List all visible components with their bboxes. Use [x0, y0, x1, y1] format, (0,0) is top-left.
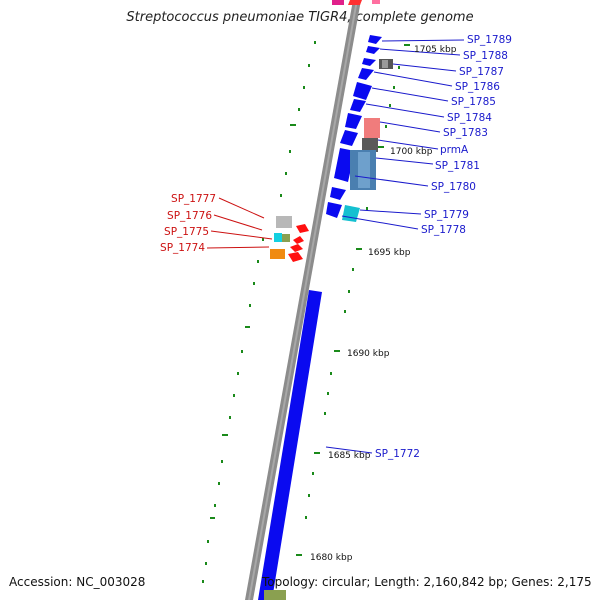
forward-strand-genes [258, 35, 382, 600]
gene-sp-1788 [366, 46, 380, 54]
scale-label: 1685 kbp [328, 451, 371, 461]
top-cut-features [332, 0, 380, 5]
scale-label: 1690 kbp [347, 349, 390, 359]
gene-sp-1785 [353, 82, 372, 100]
gene-label-sp-1772: SP_1772 [375, 448, 420, 460]
gene-label-sp-1777: SP_1777 [171, 193, 216, 205]
gene-label-sp-1774: SP_1774 [160, 242, 205, 254]
scale-label: 1700 kbp [390, 147, 433, 157]
gene-sp-1781 [334, 148, 355, 182]
gene-sp-1777 [276, 216, 292, 228]
reverse-gene-labels: SP_1777 SP_1776 SP_1775 SP_1774 [160, 193, 216, 254]
gene-label-sp-1787: SP_1787 [459, 66, 504, 78]
forward-misc-features [264, 59, 393, 600]
gene-sp-1779 [326, 202, 342, 218]
gene-sp-1787 [362, 58, 376, 66]
gene-sp-1776 [274, 233, 282, 242]
accession-text: Accession: NC_003028 [9, 575, 146, 589]
gene-label-sp-1775: SP_1775 [164, 226, 209, 238]
gene-sp-1784 [350, 99, 366, 112]
gene-prma [340, 130, 358, 146]
gene-sp-1789 [368, 35, 382, 44]
gene-label-sp-1779: SP_1779 [424, 209, 469, 221]
gene-label-sp-1788: SP_1788 [463, 50, 508, 62]
gene-label-sp-1784: SP_1784 [447, 112, 492, 124]
gene-label-sp-1786: SP_1786 [455, 81, 500, 93]
scale-label: 1705 kbp [414, 45, 457, 55]
gene-sp-1772 [258, 290, 322, 600]
gene-sp-1774 [270, 249, 285, 259]
gene-label-prma: prmA [440, 144, 469, 156]
gene-sp-1783 [345, 113, 362, 129]
label-leader-lines [206, 39, 465, 454]
gene-label-sp-1781: SP_1781 [435, 160, 480, 172]
scale-labels: 1705 kbp 1700 kbp 1695 kbp 1690 kbp 1685… [310, 45, 457, 563]
forward-gene-labels: SP_1789 SP_1788 SP_1787 SP_1786 SP_1785 … [375, 34, 512, 460]
gene-label-sp-1783: SP_1783 [443, 127, 488, 139]
gene-label-sp-1778: SP_1778 [421, 224, 466, 236]
gene-label-sp-1780: SP_1780 [431, 181, 476, 193]
scale-label: 1695 kbp [368, 248, 411, 258]
map-title: Streptococcus pneumoniae TIGR4, complete… [126, 10, 474, 25]
genome-backbone-shade [248, 0, 358, 600]
gene-sp-1786 [358, 68, 374, 80]
scale-label: 1680 kbp [310, 553, 353, 563]
genome-summary-text: Topology: circular; Length: 2,160,842 bp… [262, 575, 592, 589]
gene-label-sp-1785: SP_1785 [451, 96, 496, 108]
gene-sp-1780 [330, 187, 346, 200]
gene-label-sp-1789: SP_1789 [467, 34, 512, 46]
gene-sp-1775 [290, 244, 303, 252]
reverse-strand-genes [270, 216, 309, 262]
gene-label-sp-1776: SP_1776 [167, 210, 212, 222]
